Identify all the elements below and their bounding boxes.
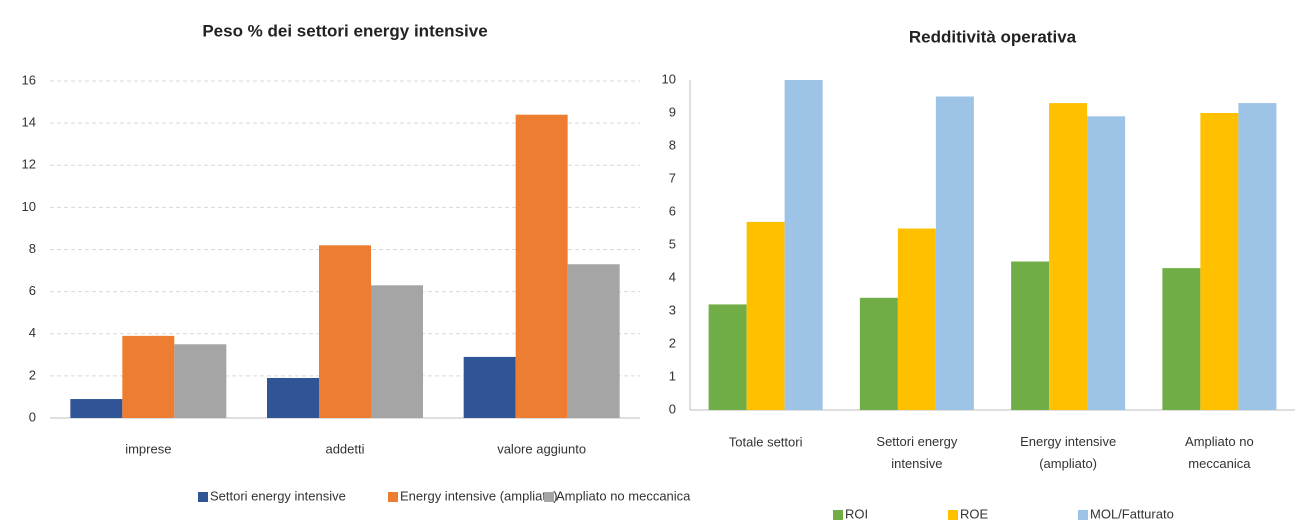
y-tick-label: 2	[669, 335, 676, 350]
legend-label: Settori energy intensive	[210, 488, 346, 503]
y-tick-label: 10	[22, 199, 36, 214]
x-tick-label: addetti	[325, 441, 364, 456]
y-tick-label: 0	[669, 401, 676, 416]
x-tick-label: valore aggiunto	[497, 441, 586, 456]
chart-title: Redditività operativa	[909, 27, 1077, 46]
y-tick-label: 6	[29, 283, 36, 298]
bar	[122, 335, 175, 418]
bar	[267, 377, 319, 418]
y-tick-label: 14	[22, 115, 36, 130]
legend-swatch	[198, 492, 208, 502]
bar	[1162, 268, 1201, 410]
bar	[463, 356, 516, 418]
bar	[1238, 103, 1277, 410]
x-tick-label: Settori energy intensive	[876, 434, 957, 471]
legend-swatch	[833, 510, 843, 520]
bar	[70, 399, 123, 418]
bar	[174, 344, 227, 418]
y-tick-label: 4	[29, 325, 36, 340]
x-tick-label: Ampliato no meccanica	[1185, 434, 1254, 471]
y-tick-label: 5	[669, 236, 676, 251]
x-tick-label: Energy intensive (ampliato)	[1020, 434, 1116, 471]
y-tick-label: 8	[29, 241, 36, 256]
y-tick-label: 3	[669, 302, 676, 317]
bar	[708, 304, 747, 410]
legend-label: MOL/Fatturato	[1090, 506, 1174, 521]
y-tick-label: 12	[22, 157, 36, 172]
y-tick-label: 7	[669, 170, 676, 185]
chart-title: Peso % dei settori energy intensive	[202, 21, 487, 40]
bar	[859, 297, 898, 410]
bar	[746, 221, 785, 410]
bar	[784, 80, 823, 410]
bar	[897, 228, 936, 410]
legend-swatch	[1078, 510, 1088, 520]
x-tick-label: Totale settori	[729, 434, 803, 449]
bar	[371, 285, 423, 418]
legend-swatch	[544, 492, 554, 502]
legend-label: ROI	[845, 506, 868, 521]
bar	[1011, 261, 1050, 410]
y-tick-label: 0	[29, 409, 36, 424]
y-tick-label: 8	[669, 137, 676, 152]
bar	[1049, 103, 1088, 410]
bar	[935, 96, 974, 410]
legend-label: Energy intensive (ampliato)	[400, 488, 558, 503]
y-tick-label: 16	[22, 72, 36, 87]
y-tick-label: 1	[669, 368, 676, 383]
y-tick-label: 10	[662, 71, 676, 86]
bar	[1200, 113, 1239, 410]
legend-label: ROE	[960, 506, 989, 521]
bar	[319, 245, 371, 418]
legend-label: Ampliato no meccanica	[556, 488, 691, 503]
bar	[515, 114, 568, 418]
y-tick-label: 9	[669, 104, 676, 119]
legend-swatch	[388, 492, 398, 502]
y-tick-label: 4	[669, 269, 676, 284]
legend-swatch	[948, 510, 958, 520]
bar	[1087, 116, 1126, 411]
x-tick-label: imprese	[125, 441, 171, 456]
y-tick-label: 6	[669, 203, 676, 218]
y-tick-label: 2	[29, 367, 36, 382]
bar	[567, 264, 620, 418]
